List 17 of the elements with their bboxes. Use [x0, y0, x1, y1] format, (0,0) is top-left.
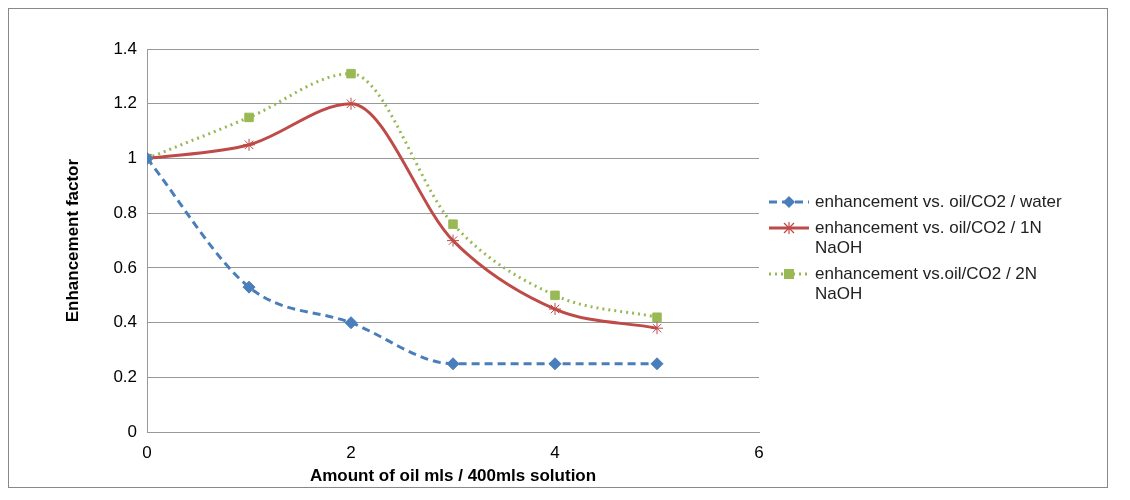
y-tick-label: 1.2: [113, 93, 138, 113]
y-tick-label: 0: [127, 421, 138, 441]
y-tick-label: 0.8: [113, 202, 138, 222]
x-tick-label: 2: [346, 443, 356, 463]
y-tick-label: 0.6: [113, 257, 138, 277]
y-tick-label: 1: [127, 148, 138, 168]
y-tick-label: 0.4: [113, 312, 138, 332]
legend-label: enhancement vs. oil/CO2 / water: [815, 192, 1063, 212]
x-tick-label: 4: [550, 443, 560, 463]
legend-label: enhancement vs. oil/CO2 / 1N NaOH: [815, 218, 1043, 258]
x-tick-label: 6: [754, 443, 764, 463]
x-tick-label: 0: [142, 443, 152, 463]
legend-label: enhancement vs.oil/CO2 / 2N NaOH: [815, 264, 1039, 304]
y-tick-label: 1.4: [113, 38, 138, 58]
y-tick-label: 0.2: [113, 367, 138, 387]
y-axis-title: Enhancement factor: [62, 158, 82, 323]
x-axis-title: Amount of oil mls / 400mls solution: [309, 466, 597, 486]
